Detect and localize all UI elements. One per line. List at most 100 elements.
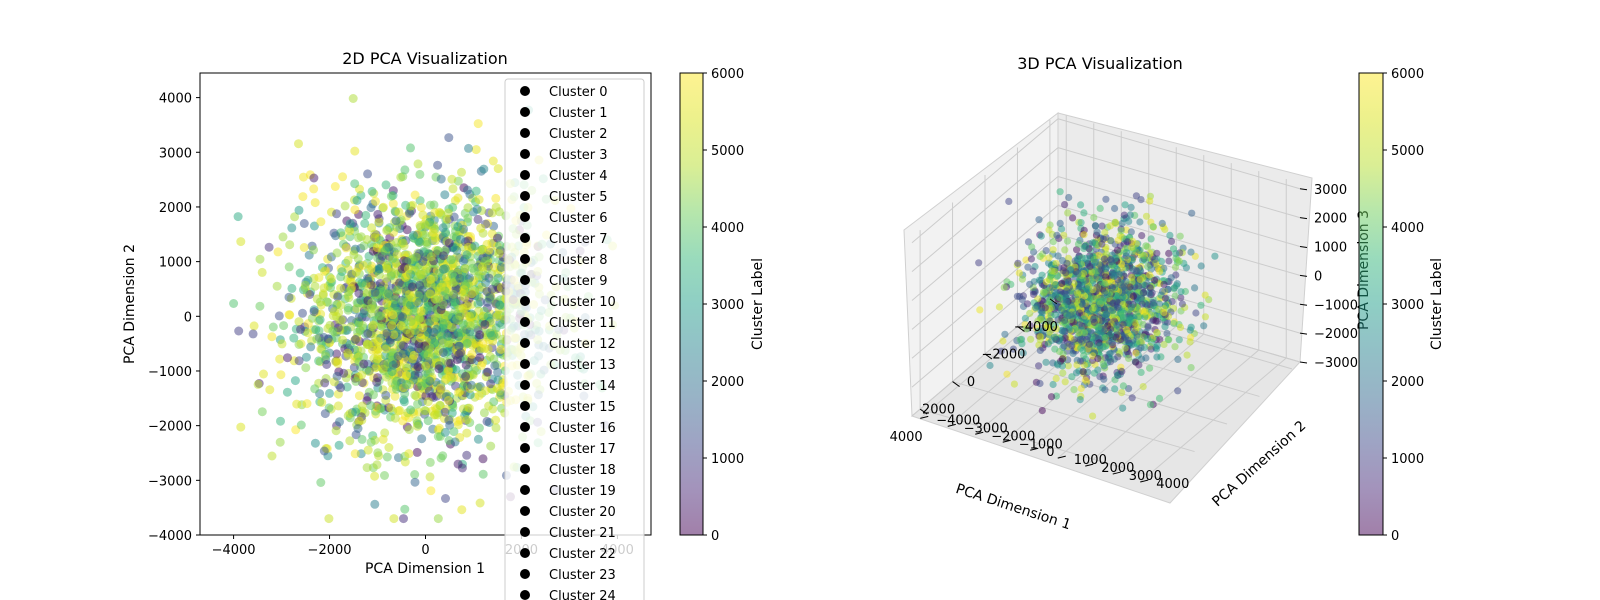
scatter-point-3d: [1106, 222, 1114, 230]
scatter-point: [480, 319, 490, 329]
scatter-point-3d: [1125, 354, 1133, 362]
scatter-point: [319, 446, 329, 456]
legend-label: Cluster 13: [549, 358, 616, 373]
scatter-point: [496, 390, 506, 400]
colorbar-tick-label: 0: [711, 529, 719, 544]
y3d-tick-label: −2000: [991, 429, 1035, 444]
scatter-point: [299, 243, 309, 252]
scatter-point: [472, 204, 482, 214]
scatter-point: [276, 416, 285, 426]
scatter-point-3d: [1046, 317, 1054, 325]
scatter-point: [285, 240, 295, 250]
x3d-tick-label: 4000: [890, 430, 923, 445]
scatter-point: [456, 234, 465, 244]
scatter-point: [420, 230, 430, 240]
scatter-point: [398, 341, 408, 351]
scatter-point-3d: [1164, 285, 1172, 293]
scatter-point-3d: [1101, 289, 1109, 297]
scatter-point: [444, 133, 454, 143]
scatter-point-3d: [1090, 213, 1098, 222]
scatter-point: [473, 214, 483, 224]
scatter-point: [326, 274, 336, 284]
scatter-point: [465, 321, 475, 331]
scatter-point: [439, 264, 448, 274]
scatter-point-3d: [1059, 369, 1067, 377]
scatter-point: [448, 184, 458, 194]
legend-label: Cluster 5: [549, 190, 608, 205]
scatter-point: [373, 209, 383, 219]
scatter-point-3d: [1056, 219, 1064, 227]
scatter-point-3d: [1098, 222, 1106, 230]
scatter-point-3d: [1030, 290, 1038, 298]
scatter-point: [382, 452, 392, 462]
legend-label: Cluster 11: [549, 316, 616, 331]
scatter-point-3d: [1174, 387, 1182, 395]
scatter-point: [316, 217, 326, 227]
legend-label: Cluster 4: [549, 169, 608, 184]
scatter-point: [287, 223, 297, 233]
scatter-point: [479, 408, 489, 418]
scatter-point-3d: [1146, 197, 1154, 205]
chart-3d-ticks: −4000−2000020004000−4000−3000−2000−10000…: [890, 183, 1358, 492]
scatter-point: [378, 434, 388, 444]
scatter-point: [418, 323, 428, 333]
z3d-tick-label: 1000: [1314, 241, 1347, 256]
x-tick-label: 0: [421, 543, 429, 558]
scatter-point: [438, 299, 448, 309]
scatter-point-3d: [1075, 309, 1084, 317]
scatter-point-3d: [1156, 267, 1164, 276]
grid-line: [911, 176, 1059, 301]
scatter-point: [371, 196, 380, 206]
scatter-point-3d: [1063, 298, 1071, 306]
scatter-point: [309, 173, 319, 183]
scatter-point-3d: [1077, 384, 1085, 393]
legend-label: Cluster 19: [549, 484, 616, 499]
scatter-point: [400, 504, 410, 514]
scatter-point: [446, 255, 456, 265]
z3d-tick-mark: [1299, 332, 1308, 335]
scatter-point-3d: [1021, 314, 1029, 322]
scatter-point: [390, 295, 400, 305]
scatter-point: [278, 232, 288, 242]
scatter-point: [389, 330, 399, 340]
chart-2d-y-ticks: −4000 −3000 −2000 −1000 0 1000 2000 3000 4000: [148, 92, 200, 544]
scatter-point: [447, 323, 457, 332]
scatter-point: [299, 172, 308, 182]
scatter-point: [369, 390, 378, 400]
scatter-point-3d: [1001, 330, 1009, 338]
scatter-point: [496, 263, 506, 272]
scatter-point: [422, 240, 432, 249]
scatter-point: [424, 345, 434, 355]
scatter-point-3d: [1022, 325, 1030, 333]
scatter-point-3d: [1171, 343, 1179, 351]
scatter-point: [392, 285, 402, 295]
scatter-point: [465, 311, 475, 321]
colorbar-tick-label: 6000: [1391, 67, 1424, 82]
scatter-point: [331, 426, 341, 436]
colorbar-2d-ticks: 0 1000 2000 3000 4000 5000 6000: [703, 67, 744, 544]
scatter-point-3d: [1177, 294, 1185, 302]
scatter-point: [303, 328, 313, 338]
scatter-point: [354, 288, 364, 298]
grid-line: [919, 408, 1163, 480]
scatter-point: [345, 226, 355, 236]
scatter-point: [454, 387, 464, 397]
legend-marker: [520, 275, 530, 285]
scatter-point: [434, 207, 444, 217]
legend-marker: [520, 296, 530, 306]
scatter-point-3d: [1099, 297, 1107, 305]
legend-marker: [520, 338, 530, 348]
chart-3d-title: 3D PCA Visualization: [1017, 54, 1183, 73]
scatter-point-3d: [1160, 340, 1168, 349]
scatter-point-3d: [1062, 290, 1070, 298]
legend-label: Cluster 7: [549, 232, 608, 247]
scatter-point: [367, 186, 377, 196]
scatter-point: [344, 287, 354, 297]
chart-3d-x-axis-label: PCA Dimension 1: [954, 481, 1073, 533]
scatter-point-3d: [1047, 393, 1056, 401]
scatter-point: [363, 169, 373, 179]
x3d-tick-label: −4000: [1014, 320, 1058, 335]
scatter-point: [462, 250, 472, 260]
grid-line: [1112, 349, 1260, 475]
